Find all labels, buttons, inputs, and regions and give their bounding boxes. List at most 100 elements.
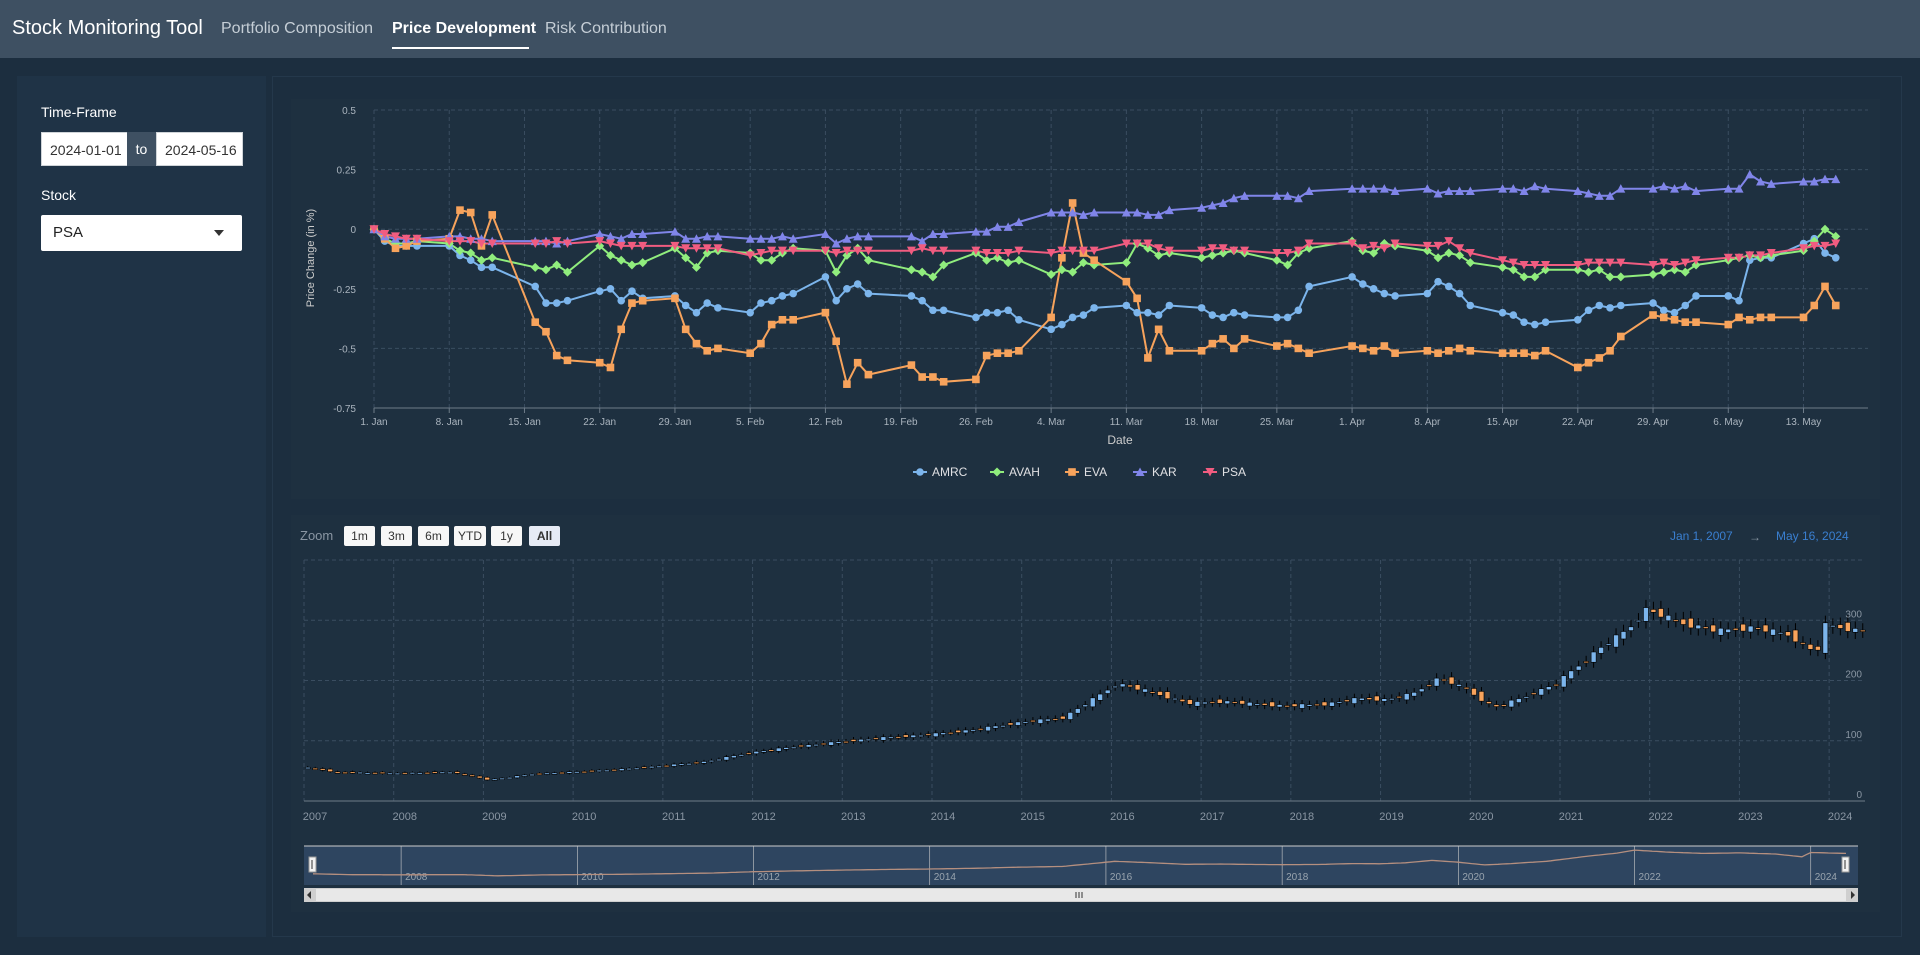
data-point-psa[interactable] — [1089, 246, 1099, 256]
data-point-amrc[interactable] — [1498, 308, 1507, 317]
data-point-eva[interactable] — [929, 373, 937, 381]
data-point-avah[interactable] — [1831, 231, 1841, 241]
data-point-psa[interactable] — [476, 239, 486, 249]
data-point-eva[interactable] — [1595, 354, 1604, 362]
data-point-psa[interactable] — [1745, 251, 1755, 260]
data-point-kar[interactable] — [1541, 184, 1551, 193]
zoom-button-ytd[interactable]: YTD — [454, 526, 486, 546]
data-point-kar[interactable] — [1691, 186, 1701, 196]
data-point-avah[interactable] — [552, 260, 562, 270]
data-point-psa[interactable] — [939, 246, 949, 256]
data-point-psa[interactable] — [638, 241, 648, 251]
data-point-avah[interactable] — [1143, 243, 1153, 253]
data-point-kar[interactable] — [1154, 210, 1164, 219]
data-point-kar[interactable] — [1465, 186, 1475, 196]
data-point-psa[interactable] — [1519, 260, 1529, 270]
data-point-eva[interactable] — [638, 296, 647, 305]
data-point-psa[interactable] — [562, 239, 572, 249]
data-point-amrc[interactable] — [757, 299, 765, 307]
data-point-psa[interactable] — [444, 237, 454, 246]
data-point-psa[interactable] — [390, 232, 400, 241]
data-point-psa[interactable] — [1003, 249, 1013, 258]
data-point-psa[interactable] — [777, 246, 787, 256]
data-point-amrc[interactable] — [767, 296, 776, 305]
data-point-kar[interactable] — [595, 229, 605, 238]
data-point-avah[interactable] — [616, 255, 626, 265]
data-point-kar[interactable] — [1648, 184, 1658, 193]
data-point-avah[interactable] — [1304, 243, 1314, 253]
data-point-psa[interactable] — [1132, 239, 1142, 249]
data-point-avah[interactable] — [1541, 265, 1551, 275]
data-point-eva[interactable] — [1692, 318, 1700, 326]
data-point-psa[interactable] — [1691, 256, 1701, 265]
data-point-amrc[interactable] — [1531, 320, 1539, 329]
data-point-psa[interactable] — [530, 239, 540, 249]
data-point-kar[interactable] — [713, 231, 723, 241]
data-point-avah[interactable] — [541, 265, 551, 275]
scroll-right-arrow-icon[interactable] — [1851, 891, 1855, 899]
data-point-amrc[interactable] — [1230, 308, 1238, 317]
data-point-eva[interactable] — [542, 327, 550, 336]
data-point-eva[interactable] — [1273, 342, 1281, 350]
data-point-kar[interactable] — [1229, 193, 1239, 203]
data-point-amrc[interactable] — [1692, 292, 1700, 300]
data-point-avah[interactable] — [1207, 250, 1217, 260]
data-point-eva[interactable] — [1122, 277, 1131, 286]
data-point-amrc[interactable] — [939, 306, 948, 315]
data-point-amrc[interactable] — [1606, 304, 1614, 312]
data-point-amrc[interactable] — [714, 304, 722, 312]
data-point-eva[interactable] — [1735, 313, 1743, 322]
data-point-amrc[interactable] — [1165, 301, 1174, 310]
data-point-psa[interactable] — [1046, 249, 1056, 258]
data-point-psa[interactable] — [1584, 258, 1594, 268]
date-to-input[interactable]: 2024-05-16 — [156, 132, 243, 166]
data-point-kar[interactable] — [1003, 222, 1013, 231]
data-point-psa[interactable] — [1573, 260, 1583, 270]
tab-risk-contribution[interactable]: Risk Contribution — [545, 20, 667, 37]
data-point-amrc[interactable] — [1735, 296, 1743, 305]
data-point-kar[interactable] — [638, 229, 648, 238]
data-point-amrc[interactable] — [1047, 325, 1055, 334]
data-point-psa[interactable] — [1390, 239, 1400, 249]
data-point-kar[interactable] — [1347, 184, 1357, 193]
data-point-eva[interactable] — [1584, 358, 1593, 367]
data-point-avah[interactable] — [1670, 265, 1680, 275]
data-point-amrc[interactable] — [1681, 301, 1690, 310]
data-point-amrc[interactable] — [628, 287, 636, 295]
data-point-amrc[interactable] — [789, 289, 797, 298]
data-point-kar[interactable] — [853, 231, 863, 241]
data-point-amrc[interactable] — [1541, 318, 1550, 326]
data-point-kar[interactable] — [992, 222, 1002, 231]
data-point-kar[interactable] — [1272, 191, 1282, 200]
data-point-kar[interactable] — [842, 234, 852, 243]
data-point-eva[interactable] — [1756, 313, 1765, 322]
data-point-eva[interactable] — [456, 206, 464, 214]
data-point-avah[interactable] — [1573, 265, 1583, 275]
data-point-amrc[interactable] — [1584, 306, 1593, 315]
data-point-psa[interactable] — [1809, 241, 1819, 251]
data-point-avah[interactable] — [1283, 260, 1293, 270]
data-point-eva[interactable] — [778, 315, 787, 324]
data-point-psa[interactable] — [1121, 239, 1131, 249]
data-point-kar[interactable] — [1433, 188, 1443, 198]
data-point-eva[interactable] — [907, 361, 916, 369]
data-point-amrc[interactable] — [1659, 306, 1668, 315]
data-point-psa[interactable] — [541, 239, 551, 249]
data-point-eva[interactable] — [681, 325, 690, 334]
data-point-avah[interactable] — [928, 272, 938, 282]
data-point-eva[interactable] — [1821, 282, 1829, 291]
data-point-kar[interactable] — [1057, 208, 1067, 217]
data-point-psa[interactable] — [1734, 253, 1744, 263]
data-point-eva[interactable] — [1294, 344, 1303, 353]
data-point-amrc[interactable] — [1283, 313, 1292, 322]
data-point-eva[interactable] — [1068, 199, 1077, 207]
data-point-psa[interactable] — [831, 249, 841, 258]
data-point-psa[interactable] — [1207, 244, 1217, 253]
tab-price-development[interactable]: Price Development — [392, 20, 537, 37]
data-point-kar[interactable] — [1283, 191, 1293, 200]
data-point-kar[interactable] — [1014, 217, 1024, 227]
data-point-amrc[interactable] — [542, 299, 550, 307]
data-point-amrc[interactable] — [1595, 301, 1604, 310]
data-point-kar[interactable] — [1756, 177, 1766, 186]
data-point-eva[interactable] — [864, 370, 873, 379]
